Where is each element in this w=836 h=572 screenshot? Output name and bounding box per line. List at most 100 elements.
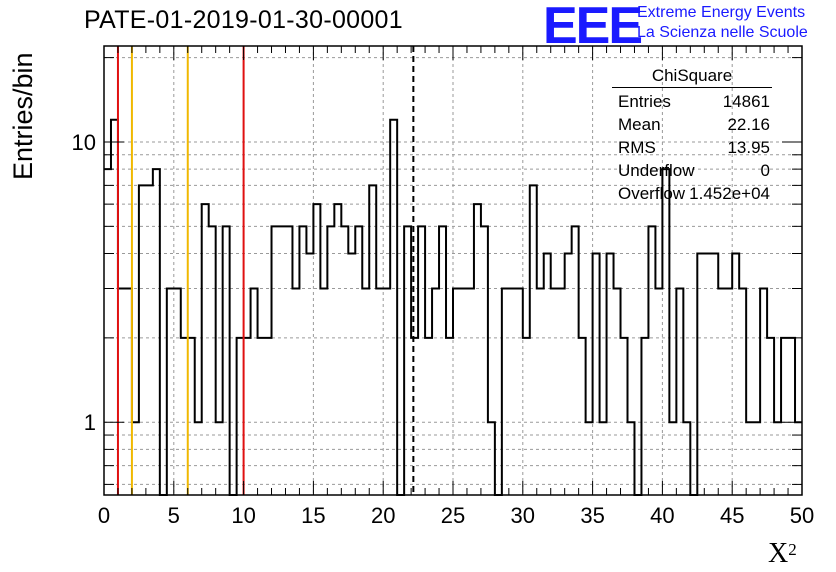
histogram-bin [474,204,481,495]
stats-box: ChiSquare Entries 14861 Mean 22.16 RMS 13.9… [612,66,772,205]
histogram-bin [279,226,286,495]
histogram-bin [104,169,111,495]
x-tick-label: 50 [790,503,814,528]
histogram-bin [209,226,216,495]
histogram-bin [607,253,614,495]
stats-row: Entries 14861 [612,90,772,113]
histogram-line [104,118,802,496]
histogram-bin [655,289,662,495]
x-axis-label-base: X [768,538,789,569]
histogram-bin [579,338,586,495]
logo-line-1: Extreme Energy Events [637,4,806,21]
x-tick-label: 30 [511,503,535,528]
histogram-bin [669,422,676,495]
histogram-bin [418,226,425,495]
histogram-bin [292,289,299,495]
histogram-bin [558,289,565,495]
histogram-bin [641,338,648,495]
stats-row: Underflow 0 [612,159,772,182]
stats-key: Entries [618,92,671,111]
histogram-bin [488,422,495,495]
histogram-bin [404,226,411,495]
histogram-bin [523,338,530,495]
histogram-bin [244,338,251,495]
histogram-bin [258,338,265,495]
histogram-bin [572,226,579,495]
histogram-bin [614,289,621,495]
histogram-bin [376,289,383,495]
histogram-bin [125,289,132,495]
x-tick-label: 15 [301,503,325,528]
histogram-bin [146,185,153,495]
histogram-bin [341,226,348,495]
histogram-bin [223,226,230,495]
stats-key: Overflow [618,184,686,203]
histogram-bin [746,422,753,495]
histogram-bin [306,253,313,495]
stats-row: Mean 22.16 [612,113,772,136]
histogram-bin [551,289,558,495]
histogram-bin [565,253,572,495]
histogram-bin [411,338,418,495]
stats-key: RMS [618,138,656,157]
y-tick-label: 10 [72,130,96,155]
histogram-bin [753,422,760,495]
eee-logo: EEE [543,0,643,55]
histogram-bin [628,422,635,495]
histogram-bin [355,226,362,495]
stats-header: ChiSquare [612,66,772,88]
x-tick-label: 25 [441,503,465,528]
histogram-bin [439,226,446,495]
histogram-bin [272,226,279,495]
histogram-bin [118,289,125,495]
x-tick-label: 5 [168,503,180,528]
histogram-bin [327,226,334,495]
histogram-bin [362,289,369,495]
histogram-bin [425,338,432,495]
x-tick-label: 10 [231,503,255,528]
stats-key: Mean [618,115,661,134]
histogram-bin [167,289,174,495]
y-axis-label: Entries/bin [8,52,38,180]
histogram-bin [237,338,244,495]
histogram-bin [251,289,258,495]
y-tick-label: 1 [84,410,96,435]
histogram-bin [718,289,725,495]
histogram-bin [132,422,139,495]
histogram-bin [188,338,195,495]
histogram-bin [383,289,390,495]
histogram-bin [544,253,551,495]
histogram-bin [662,169,669,495]
histogram-bin [460,289,467,495]
histogram-bin [195,422,202,495]
histogram-bin [767,338,774,495]
histogram-bin [216,422,223,495]
histogram-bin [502,289,509,495]
histogram-bin [711,253,718,495]
histogram-bin [739,289,746,495]
histogram-bin [732,253,739,495]
x-axis-label: X2 [768,538,797,570]
histogram-bin [593,253,600,495]
x-tick-label: 20 [371,503,395,528]
histogram-bin [369,185,376,495]
histogram-bin [313,204,320,495]
histogram-bin [432,289,439,495]
histogram-bin [774,422,781,495]
histogram-bin [481,226,488,495]
x-tick-label: 45 [720,503,744,528]
histogram-bin [704,253,711,495]
histogram-bin [285,226,292,495]
histogram-bin [676,289,683,495]
histogram-bin [648,226,655,495]
histogram-bin [537,289,544,495]
histogram-bin [725,289,732,495]
x-axis-label-sup: 2 [788,540,797,559]
logo-line-2: La Scienza nelle Scuole [637,24,808,41]
histogram-bin [202,204,209,495]
stats-value: 22.16 [727,115,770,134]
histogram-bin [348,253,355,495]
stats-value: 14861 [722,92,770,111]
histogram-bin [299,226,306,495]
